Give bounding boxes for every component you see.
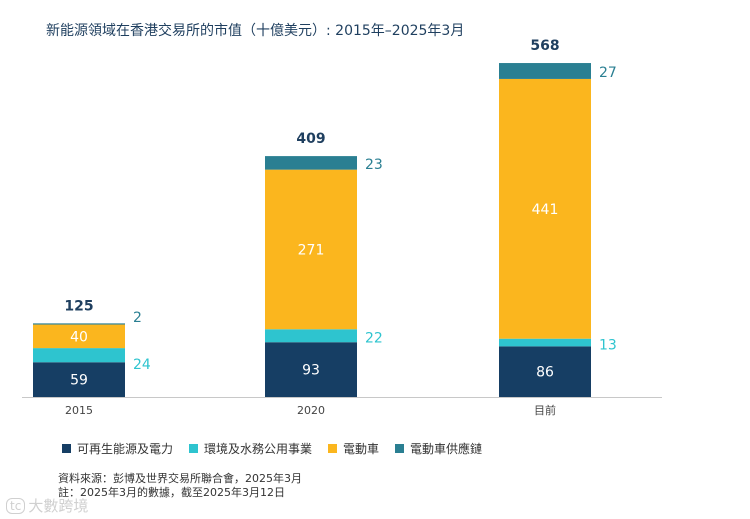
- data-label-2-2: 441: [532, 202, 559, 218]
- data-label-0-0: 59: [70, 373, 88, 389]
- bar-segment-1-3: [265, 156, 357, 170]
- footnote-source: 資料來源：彭博及世界交易所聯合會，2025年3月: [58, 472, 302, 485]
- data-label-0-1: 24: [133, 357, 151, 373]
- data-label-1-2: 271: [298, 242, 325, 258]
- bar-segment-0-3: [33, 323, 125, 325]
- data-label-0-2: 40: [70, 329, 88, 345]
- bar-segment-0-0: [33, 362, 125, 397]
- data-label-2-3: 27: [599, 65, 617, 81]
- total-label-2: 568: [530, 38, 559, 54]
- bar-segment-2-0: [499, 346, 591, 397]
- legend-item-3: 電動車供應鏈: [395, 440, 482, 457]
- footnote: 資料來源：彭博及世界交易所聯合會，2025年3月 註：2025年3月的數據，截至…: [58, 472, 302, 500]
- legend-label-3: 電動車供應鏈: [410, 442, 483, 456]
- data-label-0-3: 2: [133, 310, 142, 326]
- bar-segment-2-3: [499, 63, 591, 79]
- total-label-1: 409: [296, 131, 325, 147]
- legend-swatch-2: [328, 444, 338, 453]
- x-tick-label-2: 目前: [534, 403, 556, 417]
- data-label-2-1: 13: [599, 338, 617, 354]
- watermark-text: 大數跨境: [28, 497, 89, 515]
- legend-swatch-3: [395, 444, 405, 453]
- total-label-0: 125: [64, 298, 93, 314]
- legend-swatch-1: [189, 444, 199, 453]
- data-label-2-0: 86: [536, 365, 554, 381]
- bar-segment-0-2: [33, 324, 125, 349]
- data-label-1-0: 93: [302, 363, 320, 379]
- data-label-1-3: 23: [365, 157, 383, 173]
- legend-label-1: 環境及水務公用事業: [204, 442, 313, 456]
- chart-legend: 可再生能源及電力 環境及水務公用事業 電動車 電動車供應鏈: [62, 440, 482, 457]
- legend-item-2: 電動車: [328, 440, 379, 457]
- bar-segment-0-1: [33, 348, 125, 363]
- legend-label-0: 可再生能源及電力: [77, 442, 174, 456]
- bar-segment-1-0: [265, 342, 357, 397]
- bar-segment-1-1: [265, 329, 357, 343]
- watermark: tc 大數跨境: [6, 495, 88, 516]
- footnote-note: 註：2025年3月的數據，截至2025年3月12日: [58, 486, 285, 499]
- legend-label-2: 電動車: [343, 442, 380, 456]
- legend-item-0: 可再生能源及電力: [62, 440, 173, 457]
- x-tick-label-1: 2020: [297, 404, 325, 417]
- bar-segment-1-2: [265, 169, 357, 330]
- x-tick-label-0: 2015: [65, 404, 93, 417]
- legend-item-1: 環境及水務公用事業: [189, 440, 312, 457]
- chart-title: 新能源領域在香港交易所的市值（十億美元）: 2015年–2025年3月: [46, 23, 465, 39]
- bar-segment-2-1: [499, 338, 591, 347]
- bar-segment-2-2: [499, 78, 591, 339]
- legend-swatch-0: [62, 444, 71, 453]
- data-label-1-1: 22: [365, 331, 383, 347]
- watermark-logo-icon: tc: [6, 497, 26, 514]
